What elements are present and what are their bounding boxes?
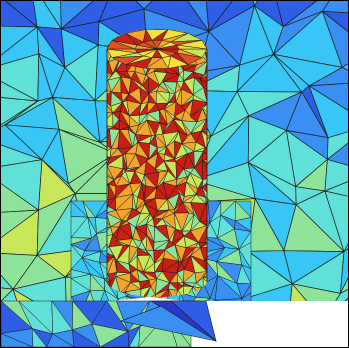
floor-triangle (326, 142, 348, 166)
cylinder-triangle (107, 111, 114, 126)
cylinder-triangle (200, 118, 207, 132)
cylinder-triangle (107, 72, 114, 81)
cylinder-triangle (202, 108, 207, 128)
floor-triangle (327, 131, 348, 161)
cylinder-top-triangle (176, 44, 207, 50)
cylinder-triangle (203, 48, 207, 65)
cylinder-outline (106, 49, 208, 281)
floor-triangle (308, 85, 348, 139)
cylinder-triangle (201, 177, 207, 188)
strip-triangle (170, 300, 217, 342)
floor-triangle (1, 274, 14, 290)
cylinder-triangle (204, 60, 207, 76)
strip-triangle (1, 333, 33, 347)
cylinder-triangle (107, 155, 111, 170)
cylinder-triangle (168, 289, 175, 297)
floor-triangle (340, 248, 348, 294)
cylinder-triangle (201, 176, 207, 188)
cylinder-triangle (143, 285, 156, 297)
cylinder-triangle (107, 96, 114, 114)
cylinder-triangle (201, 187, 207, 200)
lower-mesh-strip (1, 300, 217, 347)
cylinder-triangle (199, 78, 207, 93)
strip-triangle (31, 327, 47, 347)
strip-triangle (46, 333, 75, 347)
cylinder-triangle (205, 197, 207, 205)
floor-triangle (339, 277, 348, 295)
floor-triangle (135, 1, 153, 10)
floor-triangle (341, 63, 348, 71)
cylinder-top-mesh (107, 29, 207, 69)
cylinder-triangle (203, 48, 207, 66)
cylinder-triangle (202, 99, 207, 109)
cylinder-triangle (202, 159, 207, 181)
cylinder-triangle (202, 150, 207, 161)
floor-triangle (324, 190, 348, 253)
cylinder-triangle (203, 86, 207, 104)
cylinder-triangle (107, 213, 112, 230)
floor-triangle (321, 10, 348, 68)
cylinder-mesh (107, 29, 207, 297)
strip-triangle (72, 329, 101, 347)
cylinder-triangle (107, 268, 111, 283)
cylinder-triangle (200, 130, 207, 149)
strip-triangle (119, 305, 217, 342)
cylinder-triangle (143, 294, 158, 297)
